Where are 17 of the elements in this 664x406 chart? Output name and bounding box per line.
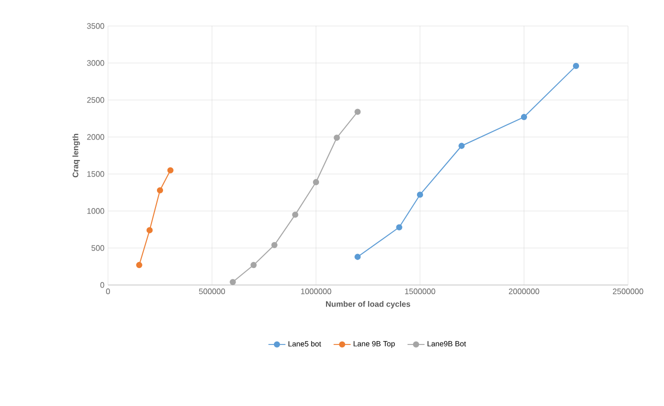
point bbox=[271, 242, 278, 248]
point bbox=[416, 192, 424, 198]
point bbox=[292, 212, 298, 218]
point bbox=[354, 108, 361, 115]
point bbox=[156, 187, 164, 194]
point bbox=[167, 167, 174, 174]
point bbox=[146, 227, 153, 234]
point bbox=[312, 179, 320, 186]
point bbox=[458, 142, 465, 149]
point bbox=[334, 134, 340, 141]
point bbox=[250, 262, 257, 268]
point bbox=[136, 262, 142, 268]
point bbox=[396, 224, 402, 230]
point bbox=[520, 114, 528, 120]
point bbox=[230, 278, 236, 286]
point bbox=[572, 62, 580, 70]
point bbox=[354, 254, 361, 260]
